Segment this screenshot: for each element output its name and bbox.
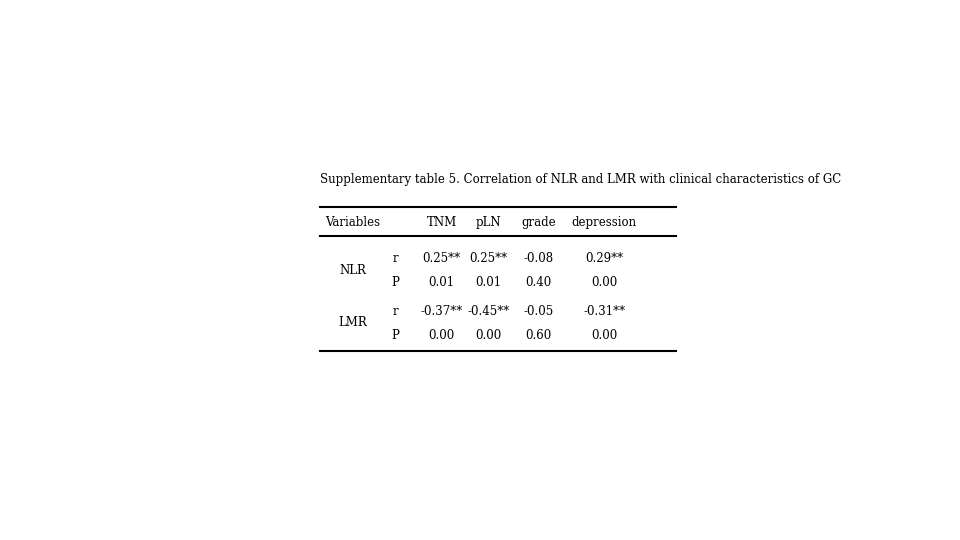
Text: pLN: pLN — [475, 216, 501, 229]
Text: 0.25**: 0.25** — [422, 252, 461, 265]
Text: 0.01: 0.01 — [475, 276, 501, 289]
Text: Supplementary table 5. Correlation of NLR and LMR with clinical characteristics : Supplementary table 5. Correlation of NL… — [320, 173, 841, 186]
Text: -0.08: -0.08 — [523, 252, 554, 265]
Text: 0.00: 0.00 — [591, 276, 617, 289]
Text: -0.45**: -0.45** — [467, 305, 509, 318]
Text: 0.40: 0.40 — [525, 276, 552, 289]
Text: depression: depression — [572, 216, 636, 229]
Text: 0.00: 0.00 — [591, 328, 617, 342]
Text: -0.31**: -0.31** — [584, 305, 625, 318]
Text: 0.01: 0.01 — [428, 276, 455, 289]
Text: 0.29**: 0.29** — [586, 252, 623, 265]
Text: 0.00: 0.00 — [475, 328, 501, 342]
Text: Variables: Variables — [324, 216, 380, 229]
Text: TNM: TNM — [426, 216, 457, 229]
Text: grade: grade — [521, 216, 556, 229]
Text: r: r — [393, 252, 398, 265]
Text: LMR: LMR — [338, 316, 367, 329]
Text: NLR: NLR — [339, 264, 366, 277]
Text: 0.60: 0.60 — [525, 328, 552, 342]
Text: -0.05: -0.05 — [523, 305, 554, 318]
Text: P: P — [391, 328, 399, 342]
Text: 0.25**: 0.25** — [469, 252, 507, 265]
Text: 0.00: 0.00 — [428, 328, 455, 342]
Text: P: P — [391, 276, 399, 289]
Text: r: r — [393, 305, 398, 318]
Text: -0.37**: -0.37** — [420, 305, 463, 318]
